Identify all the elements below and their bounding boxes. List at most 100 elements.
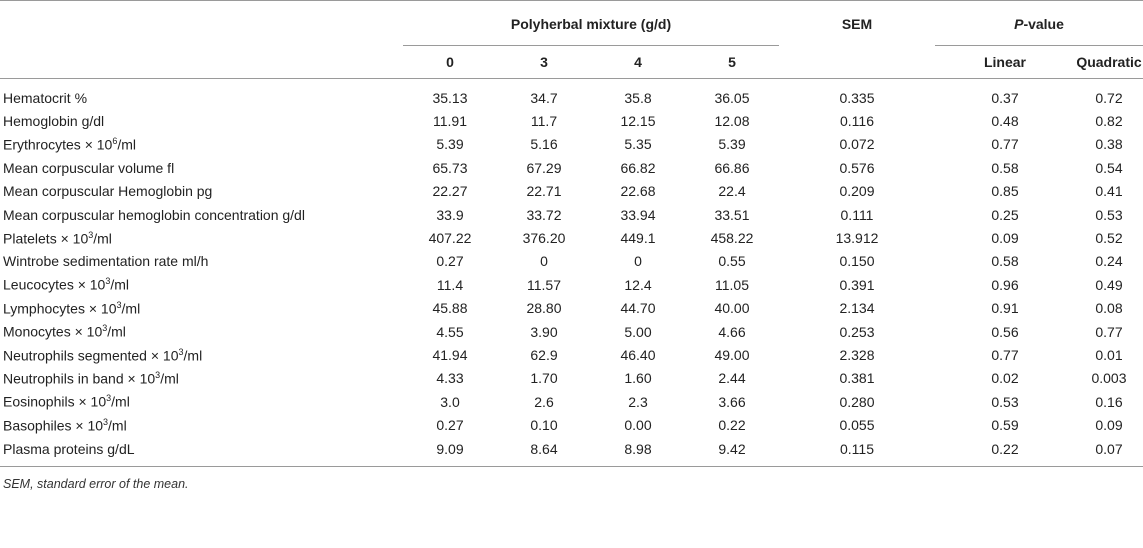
table-cell: 11.05 — [715, 276, 749, 293]
table-cell: 11.91 — [433, 113, 467, 130]
table-cell: 0.55 — [718, 253, 746, 270]
table-cell: 12.4 — [624, 276, 652, 293]
table-cell: 0.56 — [991, 323, 1019, 340]
table-cell: 1.60 — [624, 370, 652, 387]
table-cell: 2.3 — [628, 393, 648, 410]
table-cell: 2.6 — [534, 393, 554, 410]
header-row-1: Polyherbal mixture (g/d) SEM P-value — [0, 2, 1143, 46]
row-label-unit: /ml — [183, 347, 203, 364]
row-label-text: Mean corpuscular hemoglobin concentratio… — [3, 206, 305, 223]
table-row: Basophiles × 103/ml 0.27 0.10 0.00 0.22 0.055… — [0, 413, 1143, 436]
table-row: Lymphocytes × 103/ml 45.88 28.80 44.70 40.00… — [0, 297, 1143, 320]
table-cell: 0.41 — [1095, 183, 1123, 200]
table-cell: 4.55 — [436, 323, 464, 340]
row-label: Platelets × 103/ml — [0, 226, 392, 249]
table-cell: 41.94 — [432, 346, 468, 363]
row-label: Leucocytes × 103/ml — [0, 273, 392, 296]
row-label-unit: /ml — [111, 394, 130, 411]
table-cell: 35.8 — [624, 89, 652, 106]
quadratic-header: Quadratic — [1075, 45, 1143, 79]
table-cell: 0.85 — [991, 183, 1019, 200]
table-cell: 0.37 — [991, 89, 1019, 106]
table-cell: 5.16 — [530, 136, 558, 153]
table-cell: 5.00 — [624, 323, 652, 340]
table-cell: 0.072 — [839, 136, 875, 153]
table-cell: 458.22 — [710, 230, 754, 247]
table-cell: 49.00 — [714, 346, 750, 363]
table-cell: 34.7 — [530, 89, 558, 106]
row-label-exponent: 3 — [88, 229, 94, 240]
table-cell: 0.07 — [1095, 440, 1123, 457]
table-cell: 0.77 — [1095, 323, 1123, 340]
table-cell: 33.9 — [436, 206, 464, 223]
table-cell: 33.72 — [526, 206, 562, 223]
row-label-exponent: 3 — [178, 346, 184, 357]
table-cell: 5.35 — [624, 136, 652, 153]
row-label-exponent: 3 — [103, 416, 109, 427]
table-cell: 11.7 — [530, 113, 558, 130]
row-label: Monocytes × 103/ml — [0, 320, 392, 343]
table-cell: 12.08 — [714, 113, 750, 130]
table-cell: 3.66 — [718, 393, 746, 410]
table-cell: 0.09 — [1095, 417, 1123, 434]
row-label-text: Leucocytes × 10 — [3, 277, 106, 294]
row-label: Plasma proteins g/dL — [0, 437, 392, 460]
row-label-text: Hemoglobin g/dl — [3, 113, 105, 130]
row-label-text: Erythrocytes × 10 — [3, 136, 113, 153]
row-label-text: Neutrophils segmented × 10 — [3, 347, 179, 364]
dose-header: 3 — [497, 45, 591, 79]
table-cell: 0.77 — [991, 346, 1019, 363]
table-cell: 0.10 — [530, 417, 558, 434]
table-cell: 12.15 — [620, 113, 656, 130]
table-cell: 0.52 — [1095, 230, 1123, 247]
table-cell: 65.73 — [432, 159, 468, 176]
pvalue-p: P — [1014, 15, 1024, 32]
table-cell: 0.280 — [839, 393, 875, 410]
table-cell: 0.54 — [1095, 159, 1123, 176]
table-cell: 5.39 — [436, 136, 464, 153]
row-label: Mean corpuscular hemoglobin concentratio… — [0, 203, 392, 226]
table-cell: 67.29 — [526, 159, 562, 176]
top-rule — [0, 0, 1143, 2]
table-row: Mean corpuscular volume fl 65.73 67.29 66.8… — [0, 156, 1143, 179]
table-cell: 0.335 — [839, 89, 875, 106]
dose-header: 5 — [685, 45, 779, 79]
row-label-unit: /ml — [107, 323, 126, 340]
table-cell: 11.57 — [527, 276, 561, 293]
table-cell: 66.86 — [714, 159, 750, 176]
table-cell: 45.88 — [432, 300, 468, 317]
table-cell: 0.22 — [991, 440, 1019, 457]
table-cell: 4.33 — [436, 370, 464, 387]
table-cell: 0.72 — [1095, 89, 1123, 106]
table-cell: 0.82 — [1095, 113, 1123, 130]
table-cell: 0.48 — [991, 113, 1019, 130]
row-label: Hematocrit % — [0, 86, 392, 109]
dose-header: 0 — [403, 45, 497, 79]
row-label-exponent: 3 — [106, 393, 112, 404]
table-cell: 0.38 — [1095, 136, 1123, 153]
dose-header: 4 — [591, 45, 685, 79]
table-row: Hematocrit % 35.13 34.7 35.8 36.05 0.335 0.37 0… — [0, 86, 1143, 109]
table-row: Monocytes × 103/ml 4.55 3.90 5.00 4.66 0.253 0… — [0, 320, 1143, 343]
table-cell: 0.53 — [991, 393, 1019, 410]
table-cell: 36.05 — [714, 89, 750, 106]
table-cell: 0.111 — [840, 206, 874, 223]
table-footnote: SEM, standard error of the mean. — [3, 477, 189, 492]
table-cell: 0.01 — [1095, 346, 1123, 363]
row-label-unit: /ml — [108, 417, 127, 434]
table-cell: 0.116 — [840, 113, 874, 130]
table-cell: 0.253 — [839, 323, 875, 340]
row-label-text: Plasma proteins g/dL — [3, 440, 135, 457]
table-cell: 0.391 — [839, 276, 875, 293]
table-row: Platelets × 103/ml 407.22 376.20 449.1 458.2… — [0, 226, 1143, 249]
row-label: Hemoglobin g/dl — [0, 109, 392, 132]
table-cell: 13.912 — [835, 230, 879, 247]
bottom-rule — [0, 460, 1143, 468]
row-label-text: Basophiles × 10 — [3, 417, 104, 434]
table-cell: 0.22 — [718, 417, 746, 434]
table-cell: 35.13 — [432, 89, 468, 106]
results-table: Polyherbal mixture (g/d) SEM P-value 0 3… — [0, 0, 1143, 468]
row-label-unit: /ml — [160, 370, 179, 387]
group-header-polyherbal: Polyherbal mixture (g/d) — [403, 2, 779, 46]
table-cell: 0.59 — [991, 417, 1019, 434]
